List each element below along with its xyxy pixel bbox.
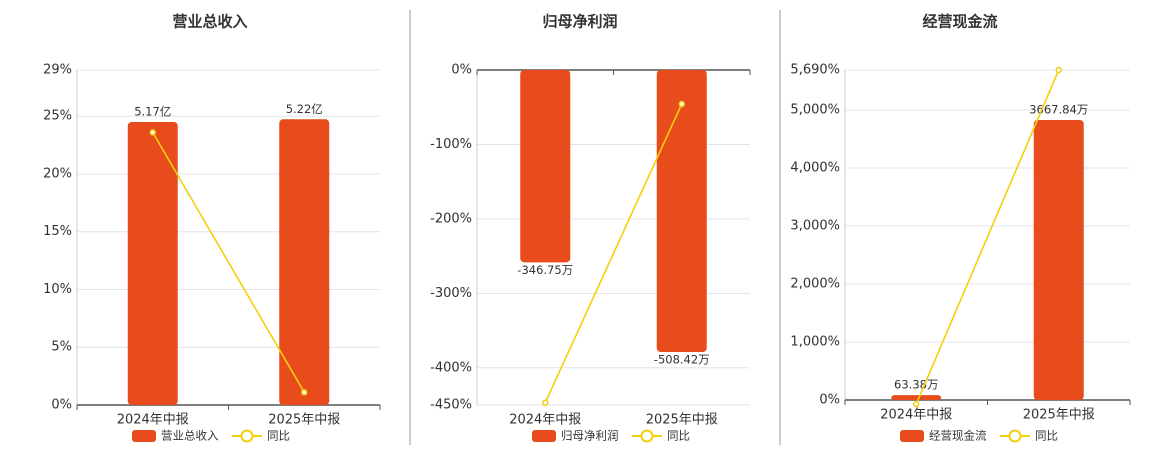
line-point [149, 129, 156, 136]
legend-label: 同比 [1035, 429, 1058, 443]
y-tick-label: 29% [43, 63, 72, 78]
line [915, 69, 1060, 405]
legend-marker [640, 429, 654, 443]
y-tick-label: -100% [430, 137, 472, 152]
legend-swatch [132, 430, 156, 442]
value-label: -346.75万 [517, 263, 573, 277]
value-label: -508.42万 [654, 352, 710, 366]
y-tick-label: -200% [430, 211, 472, 226]
y-tick-label: 5,000% [790, 103, 840, 118]
legend-marker [240, 429, 254, 443]
y-tick-label: 25% [43, 109, 72, 124]
y-tick-label: 1,000% [790, 335, 840, 350]
legend-label: 同比 [267, 429, 290, 443]
y-tick-label: 0% [819, 393, 840, 408]
bar [279, 119, 330, 405]
line-point [1055, 66, 1062, 74]
bar [891, 395, 942, 400]
y-tick-label: 0% [451, 63, 472, 78]
x-tick-label: 2025年中报 [1023, 408, 1095, 423]
x-tick-label: 2025年中报 [646, 413, 718, 428]
legend-marker [1008, 429, 1022, 443]
chart-title: 经营现金流 [922, 13, 997, 31]
y-tick-label: 3,000% [790, 219, 840, 234]
chart-title: 营业总收入 [172, 13, 247, 31]
line-point [678, 100, 685, 108]
y-tick-label: 5,690% [790, 63, 840, 78]
y-tick-label: -450% [430, 398, 472, 413]
value-label: 63.38万 [894, 378, 938, 392]
line-point [542, 399, 549, 407]
legend-label: 营业总收入 [161, 429, 219, 443]
y-tick-label: 15% [43, 224, 72, 239]
legend-swatch [900, 430, 924, 442]
line [152, 131, 305, 393]
legend-swatch [532, 430, 556, 442]
y-tick-label: -400% [430, 360, 472, 375]
value-label: 5.17亿 [134, 105, 171, 119]
chart-title: 归母净利润 [542, 13, 617, 31]
line-point [913, 400, 920, 408]
x-tick-label: 2024年中报 [117, 413, 189, 428]
bar [127, 122, 178, 405]
y-tick-label: 20% [43, 166, 72, 181]
value-label: 5.22亿 [286, 102, 323, 116]
y-tick-label: 5% [51, 340, 72, 355]
x-tick-label: 2024年中报 [880, 408, 952, 423]
y-tick-label: 2,000% [790, 277, 840, 292]
value-label: 3667.84万 [1029, 103, 1088, 117]
y-tick-label: 4,000% [790, 161, 840, 176]
bar [1033, 120, 1084, 401]
legend-label: 归母净利润 [561, 429, 619, 443]
line [544, 103, 683, 404]
legend-label: 经营现金流 [929, 429, 987, 443]
y-tick-label: 10% [43, 282, 72, 297]
x-tick-label: 2024年中报 [509, 413, 581, 428]
y-tick-label: 0% [51, 398, 72, 413]
line-point [301, 389, 308, 396]
bar [520, 70, 571, 263]
x-tick-label: 2025年中报 [268, 413, 340, 428]
bar [656, 70, 707, 352]
y-tick-label: -300% [430, 286, 472, 301]
legend-label: 同比 [667, 429, 690, 443]
